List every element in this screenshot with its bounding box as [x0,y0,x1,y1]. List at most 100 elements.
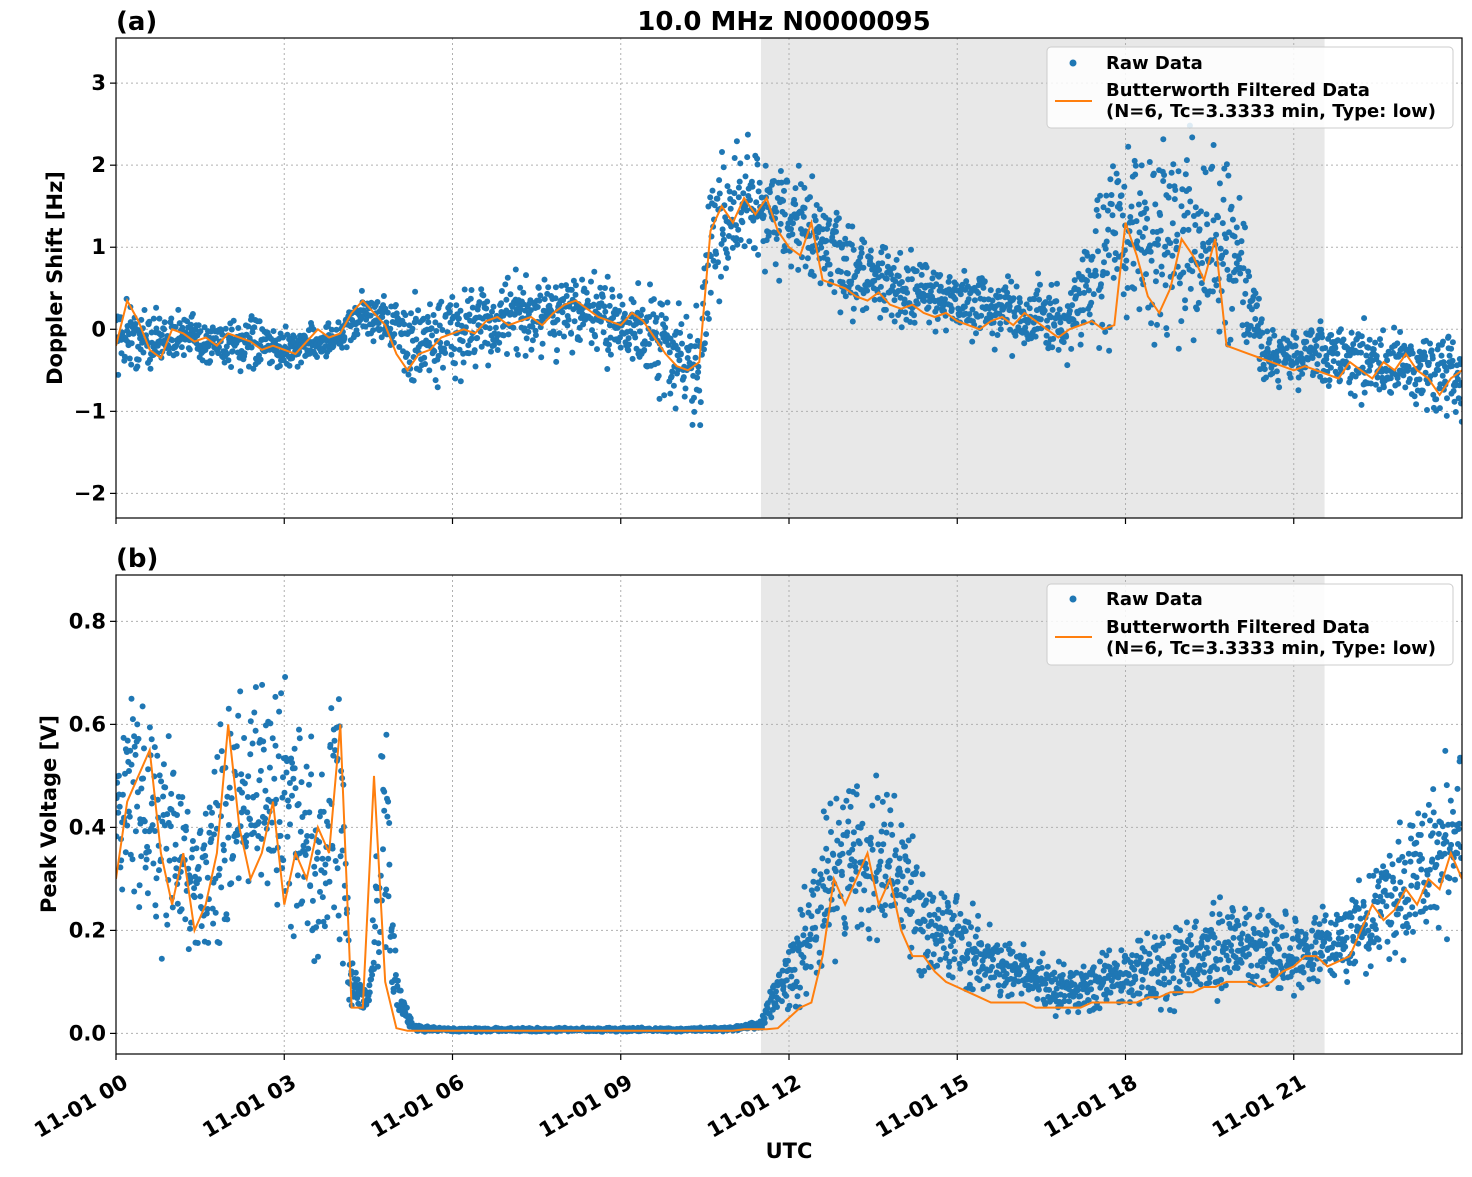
raw-point [794,979,800,985]
raw-point [1172,196,1178,202]
raw-point [1205,950,1211,956]
raw-point [708,290,714,296]
raw-point [1189,268,1195,274]
raw-point [839,872,845,878]
raw-point [845,819,851,825]
raw-point [607,303,613,309]
raw-point [1160,136,1166,142]
raw-point [721,237,727,243]
raw-point [1105,208,1111,214]
raw-point [1214,998,1220,1004]
raw-point [542,277,548,283]
raw-point [1096,345,1102,351]
raw-point [713,251,719,257]
raw-point [1242,291,1248,297]
raw-point [230,348,236,354]
raw-point [489,309,495,315]
raw-point [900,873,906,879]
raw-point [1332,345,1338,351]
raw-point [127,748,133,754]
raw-point [824,869,830,875]
raw-point [1374,353,1380,359]
raw-point [651,296,657,302]
raw-point [136,736,142,742]
raw-point [1446,334,1452,340]
raw-point [458,308,464,314]
raw-point [969,339,975,345]
raw-point [218,884,224,890]
raw-point [392,948,398,954]
raw-point [391,989,397,995]
raw-point [460,338,466,344]
raw-point [1276,384,1282,390]
raw-point [282,790,288,796]
raw-point [431,312,437,318]
raw-point [230,853,236,859]
raw-point [295,872,301,878]
raw-point [591,269,597,275]
raw-point [780,198,786,204]
raw-point [523,353,529,359]
raw-point [205,940,211,946]
raw-point [1137,190,1143,196]
raw-point [1093,228,1099,234]
raw-point [693,303,699,309]
raw-point [1027,305,1033,311]
raw-point [555,317,561,323]
raw-point [860,265,866,271]
raw-point [208,823,214,829]
raw-point [564,293,570,299]
raw-point [1312,915,1318,921]
raw-point [1204,945,1210,951]
raw-point [851,829,857,835]
raw-point [1326,383,1332,389]
raw-point [1188,932,1194,938]
raw-point [296,727,302,733]
raw-point [1367,337,1373,343]
raw-point [1161,172,1167,178]
y-tick-label-a-2: 0 [91,317,106,341]
raw-point [933,329,939,335]
raw-point [825,858,831,864]
raw-point [604,366,610,372]
raw-point [274,867,280,873]
raw-point [128,362,134,368]
raw-point [1309,928,1315,934]
raw-point [1143,271,1149,277]
raw-point [192,894,198,900]
raw-point [937,272,943,278]
raw-point [283,324,289,330]
raw-point [1077,993,1083,999]
raw-point [1242,224,1248,230]
raw-point [157,772,163,778]
raw-point [1081,964,1087,970]
raw-point [560,309,566,315]
raw-point [1209,911,1215,917]
raw-point [831,289,837,295]
raw-point [646,341,652,347]
raw-point [823,846,829,852]
raw-point [795,993,801,999]
raw-point [792,967,798,973]
raw-point [220,842,226,848]
raw-point [823,238,829,244]
raw-point [134,721,140,727]
raw-point [884,276,890,282]
raw-point [229,327,235,333]
legend-a: Raw Data Butterworth Filtered Data (N=6,… [1047,47,1453,128]
raw-point [883,874,889,880]
legend-raw-marker-a [1070,60,1077,67]
raw-point [1159,264,1165,270]
raw-point [1429,347,1435,353]
raw-point [768,1014,774,1020]
raw-point [1253,290,1259,296]
raw-point [893,847,899,853]
raw-point [1153,269,1159,275]
raw-point [386,862,392,868]
raw-point [554,347,560,353]
raw-point [637,328,643,334]
raw-point [1049,344,1055,350]
raw-point [308,771,314,777]
raw-point [601,329,607,335]
raw-point [1075,987,1081,993]
